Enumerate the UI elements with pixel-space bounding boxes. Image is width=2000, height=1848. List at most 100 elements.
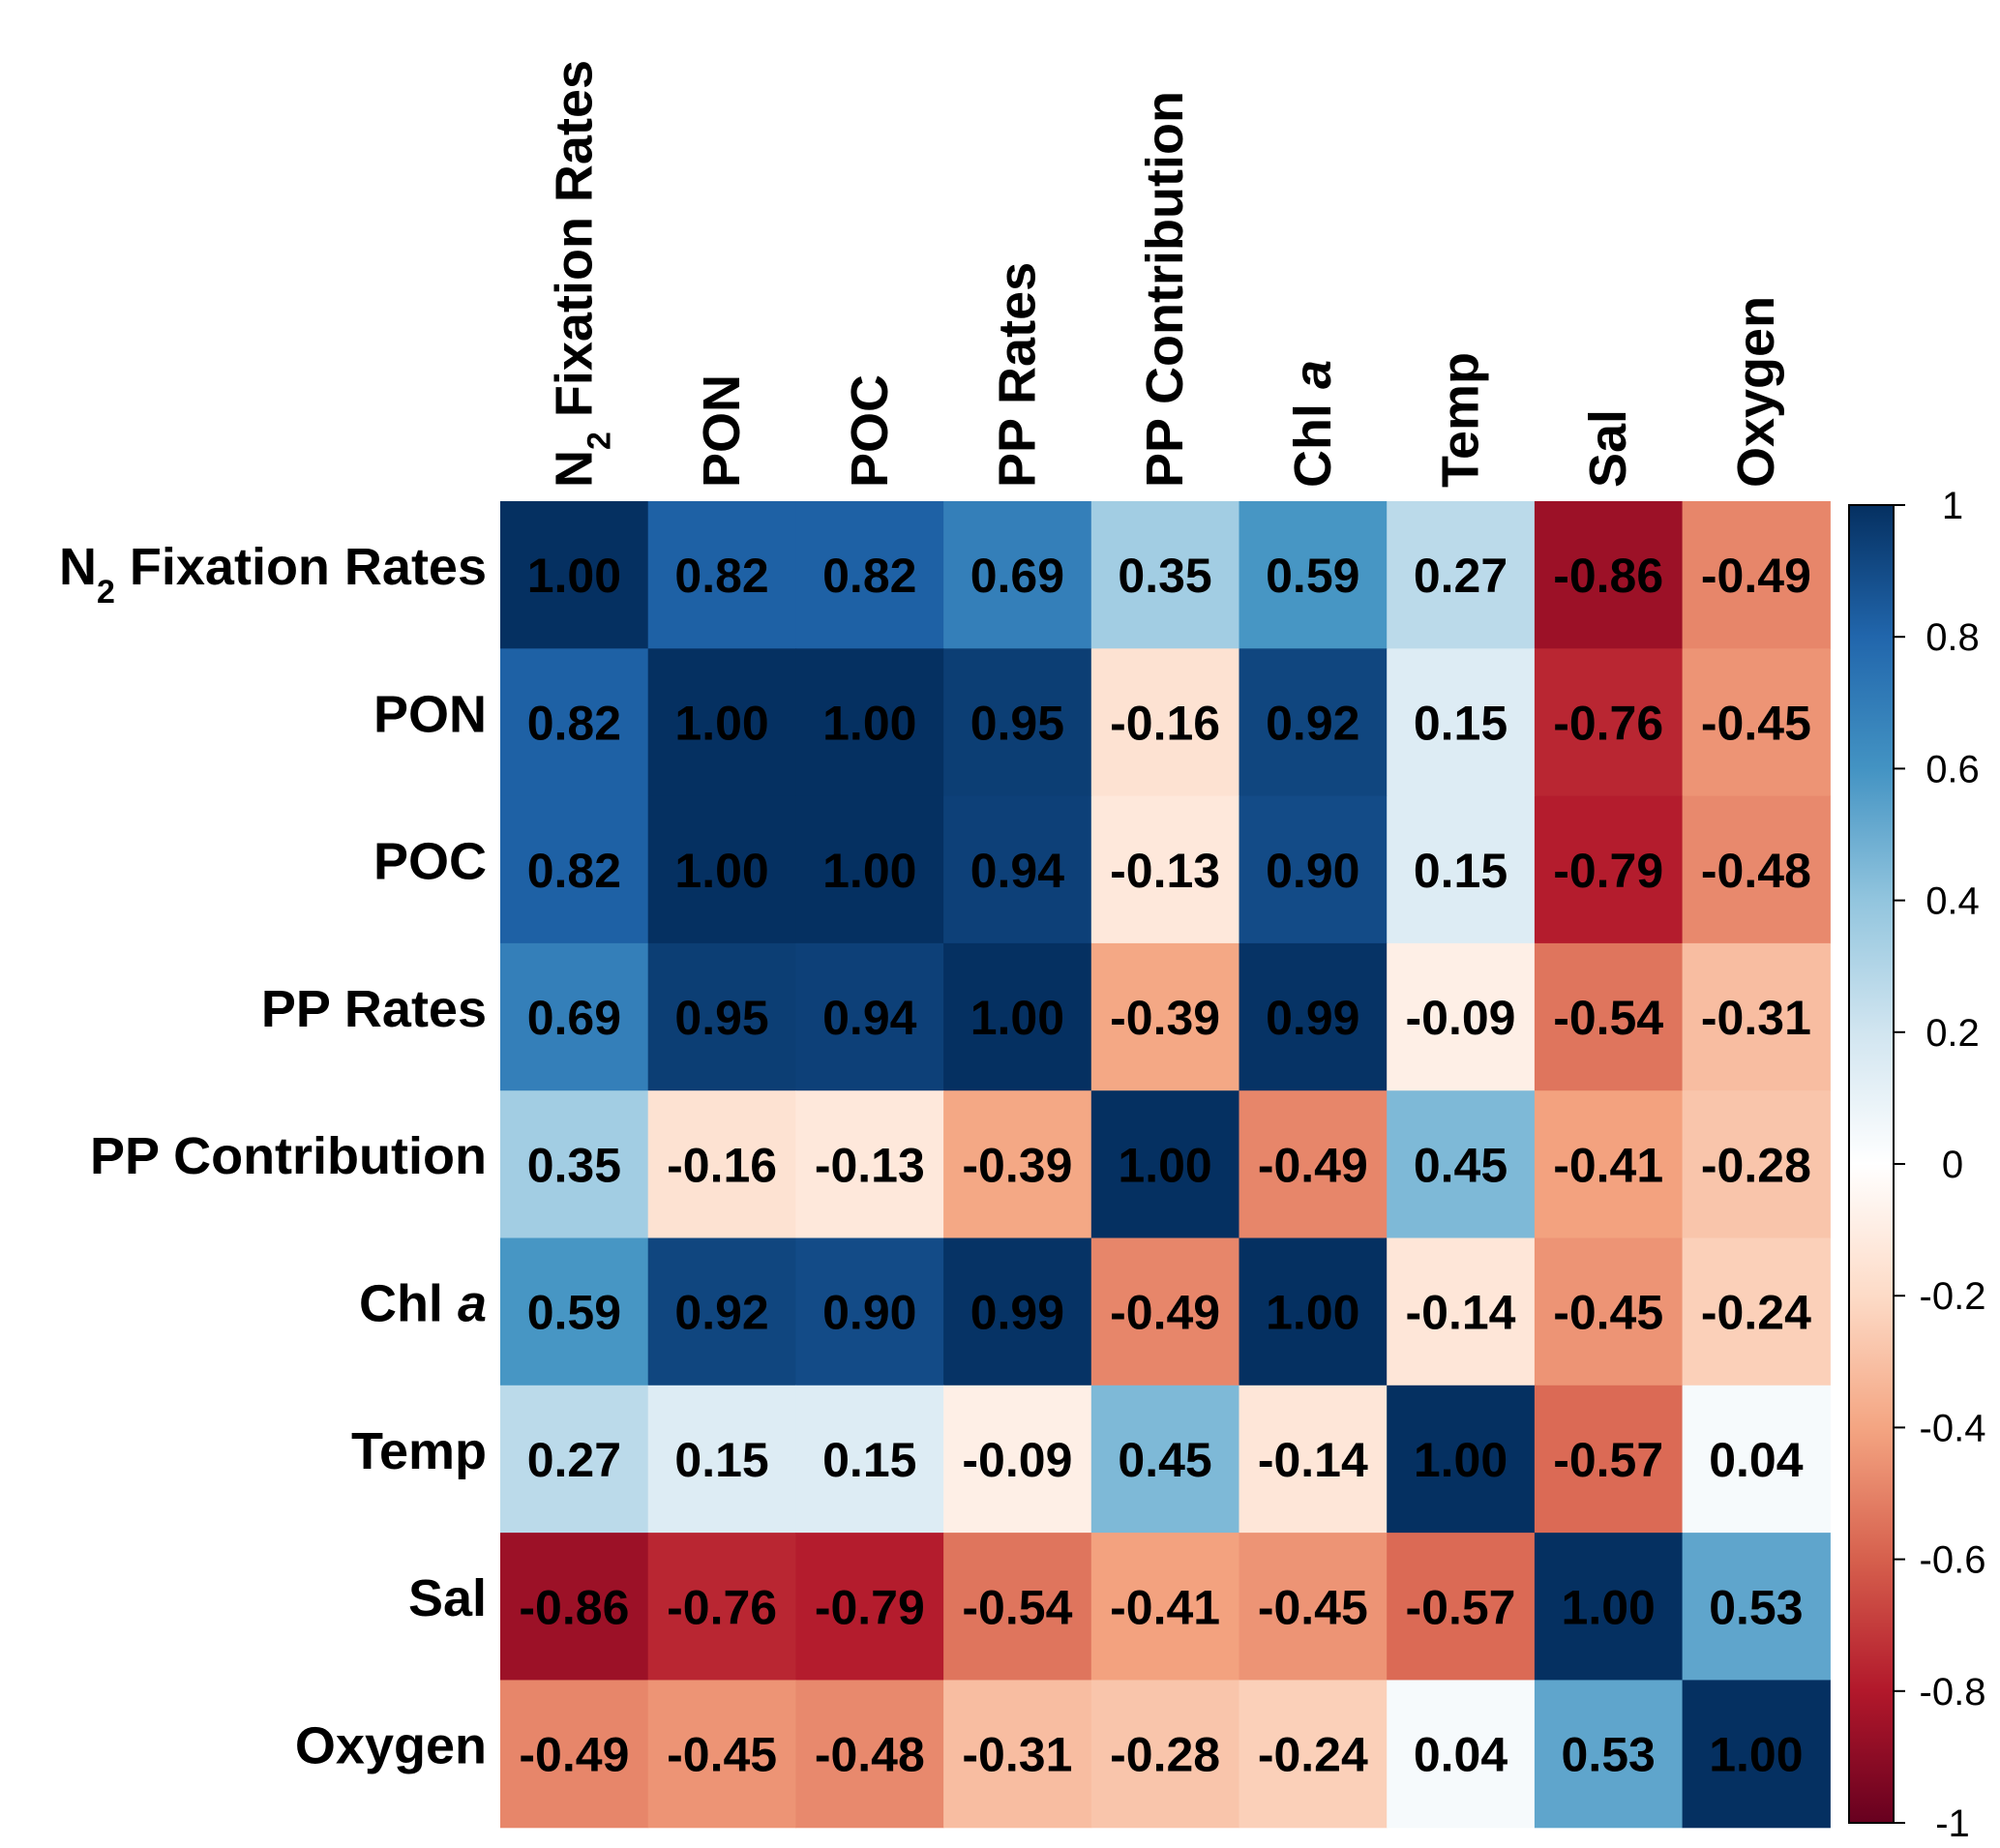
cell-value-label: -0.57 [1406,1580,1516,1634]
cell-value-label: -0.39 [1110,991,1220,1045]
cell-value-label: -0.39 [962,1138,1072,1192]
cell-chl-a-poc [795,1237,944,1386]
cell-poc-pp-rates [943,795,1092,944]
cell-value-label: 0.59 [527,1286,621,1340]
cell-value-label: -0.49 [1701,549,1811,603]
cell-pp-rates-pon [647,942,796,1091]
cell-oxygen-oxygen [1682,1680,1831,1829]
cell-value-label: 0.53 [1562,1728,1656,1782]
cell-sal-n2-fixation-rates [500,1533,649,1681]
cell-value-label: -0.45 [667,1728,777,1782]
cell-pon-n2-fixation-rates [500,648,649,797]
cell-value-label: -0.45 [1701,696,1811,750]
cell-pp-rates-n2-fixation-rates [500,942,649,1091]
cell-value-label: -0.24 [1258,1728,1368,1782]
colorbar-tick-label: -1 [1935,1803,1970,1845]
colorbar-tick-label: -0.6 [1920,1539,1986,1582]
cell-pon-pp-contribution [1090,648,1240,797]
cell-value-label: 0.04 [1709,1433,1804,1487]
cell-sal-temp [1387,1533,1536,1681]
cell-value-label: 0.92 [1266,696,1359,750]
cell-oxygen-temp [1387,1680,1536,1829]
cell-value-label: -0.41 [1110,1580,1220,1634]
cell-value-label: 0.15 [822,1433,916,1487]
row-label-temp: Temp [351,1422,487,1480]
cell-pp-contribution-sal [1534,1090,1684,1239]
cell-pon-poc [795,648,944,797]
cell-value-label: 0.90 [1266,844,1359,898]
column-label-oxygen: Oxygen [1727,296,1785,488]
cell-value-label: 0.45 [1414,1138,1507,1192]
cell-oxygen-chl-a [1239,1680,1388,1829]
cell-chl-a-temp [1387,1237,1536,1386]
cell-poc-n2-fixation-rates [500,795,649,944]
cell-value-label: 1.00 [1118,1138,1211,1192]
cell-value-label: 1.00 [970,991,1064,1045]
cell-sal-pp-contribution [1090,1533,1240,1681]
cell-value-label: -0.41 [1553,1138,1663,1192]
cell-oxygen-pp-contribution [1090,1680,1240,1829]
cell-pp-contribution-pp-contribution [1090,1090,1240,1239]
cell-value-label: 0.82 [674,549,768,603]
cell-value-label: 0.82 [822,549,916,603]
cell-chl-a-n2-fixation-rates [500,1237,649,1386]
cell-value-label: -0.49 [519,1728,629,1782]
cell-value-label: -0.24 [1701,1286,1811,1340]
cell-value-label: 0.59 [1266,549,1359,603]
cell-value-label: 0.27 [1414,549,1507,603]
cell-value-label: -0.45 [1258,1580,1368,1634]
colorbar-tick-label: -0.2 [1920,1275,1986,1318]
cell-chl-a-pp-contribution [1090,1237,1240,1386]
cell-sal-pp-rates [943,1533,1092,1681]
row-label-pon: PON [373,685,487,743]
column-label-pp-rates: PP Rates [988,262,1046,488]
row-label-n2-fixation-rates: N2 Fixation Rates [59,538,487,611]
cell-poc-poc [795,795,944,944]
cell-chl-a-pon [647,1237,796,1386]
row-label-pp-contribution: PP Contribution [90,1127,487,1185]
cell-pp-contribution-n2-fixation-rates [500,1090,649,1239]
cell-value-label: -0.57 [1553,1433,1663,1487]
cell-value-label: 1.00 [1562,1580,1656,1634]
cell-value-label: -0.16 [1110,696,1220,750]
cell-value-label: 1.00 [527,549,621,603]
cell-value-label: 1.00 [1266,1286,1359,1340]
cell-value-label: 1.00 [674,696,768,750]
cell-pp-rates-pp-contribution [1090,942,1240,1091]
cell-poc-sal [1534,795,1684,944]
cell-value-label: 0.53 [1709,1580,1803,1634]
colorbar-tick-label: 1 [1942,485,1963,527]
cell-value-label: -0.48 [815,1728,925,1782]
colorbar-gradient [1848,504,1895,1824]
cell-pp-rates-sal [1534,942,1684,1091]
row-label-oxygen: Oxygen [295,1716,487,1774]
cell-poc-temp [1387,795,1536,944]
cell-value-label: 0.69 [970,549,1064,603]
cell-value-label: 0.94 [970,844,1065,898]
cell-pon-temp [1387,648,1536,797]
cell-pp-rates-pp-rates [943,942,1092,1091]
column-label-poc: POC [841,374,899,488]
cell-value-label: 0.15 [1414,844,1507,898]
cell-value-label: -0.48 [1701,844,1811,898]
cell-value-label: -0.14 [1258,1433,1368,1487]
cell-value-label: -0.09 [962,1433,1072,1487]
column-label-pon: PON [693,374,751,488]
cell-n2-fixation-rates-pp-contribution [1090,501,1240,649]
cell-sal-chl-a [1239,1533,1388,1681]
colorbar-tick-label: -0.8 [1920,1671,1986,1714]
cell-temp-oxygen [1682,1385,1831,1534]
cell-chl-a-chl-a [1239,1237,1388,1386]
cell-value-label: 0.94 [822,991,917,1045]
cell-pon-sal [1534,648,1684,797]
cell-value-label: 1.00 [822,844,916,898]
cell-chl-a-sal [1534,1237,1684,1386]
cell-poc-chl-a [1239,795,1388,944]
cell-value-label: -0.31 [1701,991,1811,1045]
cell-value-label: 0.15 [674,1433,768,1487]
cell-pon-chl-a [1239,648,1388,797]
cell-temp-temp [1387,1385,1536,1534]
cell-value-label: -0.09 [1406,991,1516,1045]
cell-value-label: -0.76 [667,1580,777,1634]
